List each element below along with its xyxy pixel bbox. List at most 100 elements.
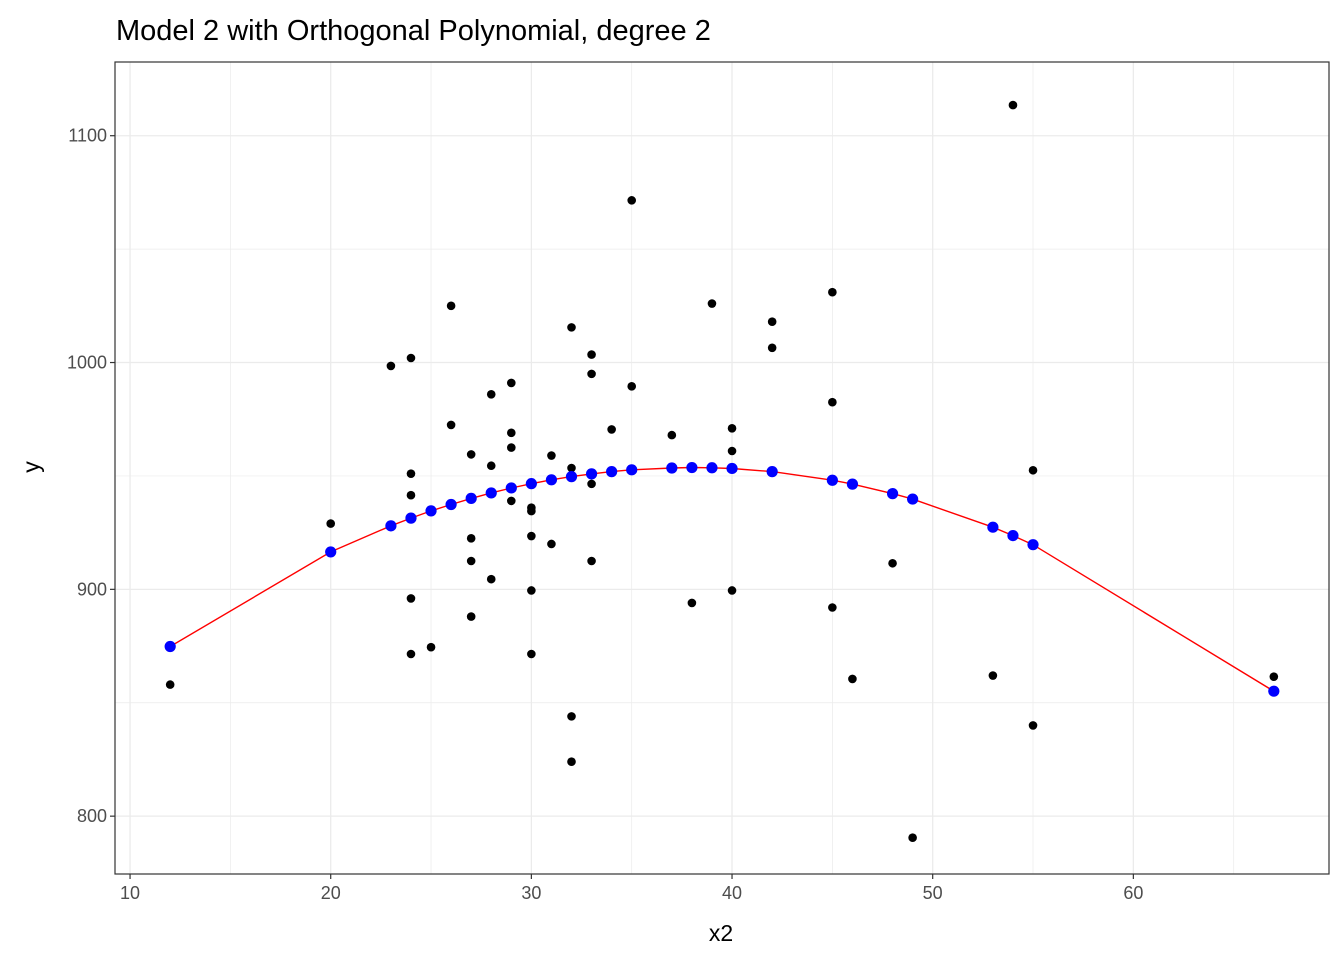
fitted-line-layer [169,466,1275,692]
fitted-point [325,546,337,558]
observed-points [165,100,1279,843]
observed-point [727,424,737,433]
observed-point [466,534,476,543]
observed-point [848,674,857,684]
observed-point [406,353,416,363]
observed-point [466,556,476,566]
observed-point [828,287,837,297]
fitted-point [445,498,457,511]
fitted-point [425,505,437,517]
observed-point [527,649,536,659]
x-tick-label: 10 [120,883,140,903]
fitted-point [686,461,698,474]
observed-point [466,612,476,621]
fitted-point [505,482,517,494]
fitted-point [766,466,778,478]
fitted-point [626,464,638,476]
fitted-point [987,521,999,533]
observed-point [507,428,516,438]
observed-point [888,558,897,568]
observed-point [426,642,436,652]
fitted-point [606,466,618,478]
observed-point [547,539,556,549]
observed-point [507,378,516,388]
observed-point [627,196,637,205]
observed-point [527,586,536,595]
fitted-point [886,488,899,500]
x-tick-label: 20 [321,883,341,903]
fitted-point [545,474,558,486]
observed-point [486,461,496,471]
y-tick-label: 1100 [68,126,107,146]
observed-point [1269,672,1279,681]
y-tick-label: 1000 [67,353,107,373]
fitted-point [525,478,537,490]
y-tick-label: 900 [77,579,107,599]
fitted-point [726,462,738,475]
observed-point [587,350,596,359]
fitted-point [565,471,578,483]
observed-point [527,506,536,516]
observed-point [165,680,175,689]
observed-point [727,446,737,456]
observed-point [727,586,737,595]
y-tick-label: 800 [77,806,107,826]
fitted-point [585,468,598,480]
fitted-point [706,462,718,474]
observed-point [326,519,336,528]
observed-point [406,594,416,603]
observed-point [406,490,416,500]
chart-title: Model 2 with Orthogonal Polynomial, degr… [116,15,711,47]
observed-point [507,443,516,452]
fitted-points [164,461,1280,697]
observed-point [567,323,576,332]
observed-point [908,833,917,843]
fitted-point [385,520,397,532]
x-tick-label: 60 [1123,883,1143,903]
observed-point [667,430,677,440]
observed-point [446,420,456,430]
fitted-point [907,493,919,505]
fitted-point [164,640,176,653]
observed-point [567,463,576,473]
observed-point [1028,721,1038,730]
observed-point [767,343,777,353]
fitted-point [1027,539,1039,551]
x-axis-title: x2 [709,920,733,946]
fitted-point [826,474,838,486]
observed-point [707,299,717,308]
observed-point [627,382,637,391]
observed-point [567,712,576,721]
observed-point [486,389,496,399]
observed-point [828,603,837,612]
observed-point [567,757,576,767]
x-tick-label: 30 [521,883,541,903]
fitted-point [405,512,417,524]
fitted-point [465,492,477,504]
fitted-point [846,478,859,490]
fitted-point [1007,529,1019,542]
x-tick-label: 40 [722,883,742,903]
observed-point [587,479,596,489]
observed-point [406,469,416,478]
observed-point [587,556,596,566]
plot-panel-border [114,61,1330,875]
fitted-point [666,462,678,474]
observed-point [446,301,456,311]
observed-point [406,649,416,659]
observed-point [607,425,616,434]
observed-point [828,397,837,407]
fitted-point [485,487,497,499]
observed-point [767,317,777,327]
observed-point [988,671,998,680]
observed-point [1028,465,1038,475]
x-tick-label: 50 [923,883,943,903]
observed-point [466,450,476,459]
y-axis: 800 900 1000 1100 [67,126,115,826]
observed-point [687,598,697,608]
fitted-point [1268,685,1280,697]
x-axis: 10 20 30 40 50 60 [120,874,1143,903]
observed-point [386,361,396,371]
observed-point [547,451,556,460]
